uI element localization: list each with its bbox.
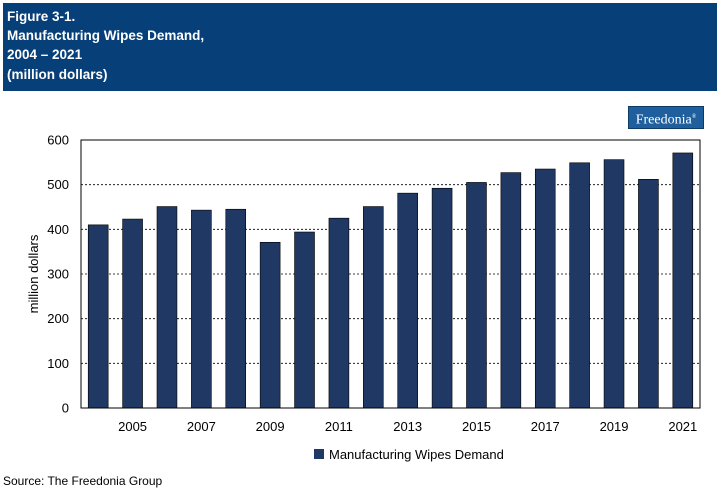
figure-title: Manufacturing Wipes Demand, <box>7 28 205 43</box>
y-tick-label: 600 <box>47 133 69 148</box>
grid-lines <box>81 184 700 364</box>
figure-units: (million dollars) <box>7 67 108 82</box>
y-axis-label: million dollars <box>26 234 41 313</box>
legend-label: Manufacturing Wipes Demand <box>329 446 504 462</box>
y-tick-label: 200 <box>47 311 69 326</box>
legend-swatch <box>314 449 324 459</box>
x-tick-label: 2005 <box>118 419 147 434</box>
y-tick-label: 0 <box>62 401 69 416</box>
y-tick-label: 400 <box>47 222 69 237</box>
axes: 0 100 200 300 400 500 600 2005 2007 2009 2011 2013 2… <box>47 133 701 434</box>
legend: Manufacturing Wipes Demand <box>314 446 504 462</box>
bar-2016 <box>500 172 522 409</box>
bar-2005 <box>122 218 143 409</box>
figure-period: 2004 – 2021 <box>7 47 83 62</box>
plot-frame <box>80 139 701 409</box>
bar-2012 <box>363 206 384 409</box>
x-tick-label: 2007 <box>187 419 216 434</box>
bars <box>87 152 694 409</box>
bar-2015 <box>466 182 487 409</box>
bar-2017 <box>534 168 556 409</box>
bar-2007 <box>191 209 212 409</box>
bar-2006 <box>156 206 178 409</box>
bar-2021 <box>672 152 694 409</box>
bar-2011 <box>328 217 350 409</box>
logo-text: Freedonia <box>635 112 692 128</box>
x-tick-label: 2021 <box>668 419 697 434</box>
figure-header: Figure 3-1. Manufacturing Wipes Demand, … <box>3 3 717 91</box>
source-note: Source: The Freedonia Group <box>3 474 163 488</box>
logo-registered-mark: ® <box>691 114 697 120</box>
bar-2013 <box>397 192 418 409</box>
x-tick-label: 2017 <box>531 419 560 434</box>
bar-2014 <box>431 187 453 409</box>
freedonia-logo: Freedonia® <box>628 106 704 129</box>
y-tick-label: 300 <box>47 267 69 282</box>
bar-2020 <box>638 179 659 409</box>
bar-2009 <box>259 241 281 409</box>
y-tick-label: 500 <box>47 177 69 192</box>
x-tick-label: 2013 <box>393 419 422 434</box>
bar-2004 <box>87 224 109 409</box>
x-tick-label: 2011 <box>325 419 353 434</box>
bar-chart: 0 100 200 300 400 500 600 2005 2007 2009 2011 2013 2… <box>26 133 701 434</box>
bar-2010 <box>294 231 315 409</box>
bar-2019 <box>603 159 625 409</box>
x-tick-label: 2019 <box>600 419 629 434</box>
bar-2018 <box>569 162 590 409</box>
x-tick-label: 2009 <box>256 419 285 434</box>
figure-number: Figure 3-1. <box>7 9 76 24</box>
x-tick-label: 2015 <box>462 419 491 434</box>
y-tick-label: 100 <box>47 356 69 371</box>
bar-2008 <box>225 208 247 409</box>
